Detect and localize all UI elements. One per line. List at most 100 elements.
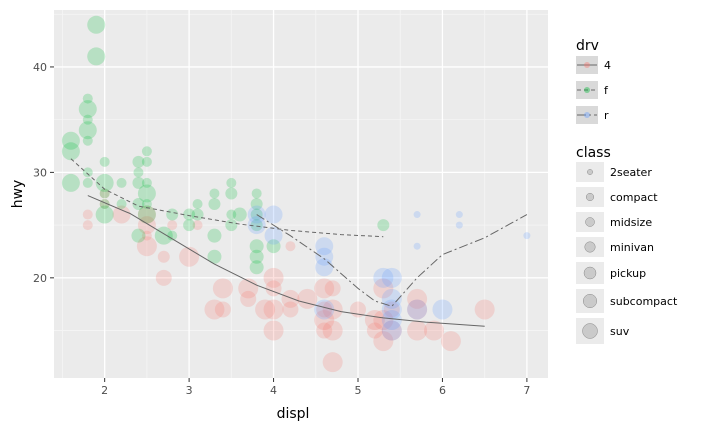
point-f-minivan [207,249,222,264]
legend-class-label-midsize: midsize [610,216,652,229]
point-f-compact [192,199,203,210]
point-4-suv [255,299,276,320]
point-4-suv [474,299,495,320]
point-f-compact [226,177,237,188]
point-f-subcompact [78,100,97,119]
point-4-pickup [366,322,383,339]
point-4-suv [263,267,284,288]
point-4-suv [322,352,343,373]
point-f-compact [116,177,127,188]
legend-class-dot-pickup [583,266,597,280]
legend-drv-dot-r [584,112,590,118]
point-r-2seater [455,221,463,229]
legend-class-dot-compact [586,193,594,201]
point-r-suv [373,267,394,288]
point-f-subcompact [61,131,80,150]
point-f-compact [82,114,93,125]
point-f-midsize [208,198,221,211]
point-f-compact [209,188,220,199]
point-4-compact [99,188,110,199]
point-f-subcompact [78,121,97,140]
point-4-suv [381,320,402,341]
point-4-pickup [265,280,282,297]
point-f-compact [133,167,144,178]
point-f-midsize [183,208,196,221]
legend-drv-label-4: 4 [604,59,611,72]
point-f-compact [82,167,93,178]
x-tick-label: 3 [186,384,193,397]
point-4-suv [373,310,394,331]
point-4-compact [141,230,152,241]
x-tick-label: 2 [101,384,108,397]
point-4-pickup [155,269,172,286]
point-f-minivan [249,239,264,254]
legend-class-dot-minivan [584,241,596,253]
point-f-midsize [377,219,390,232]
point-4-compact [192,220,203,231]
point-f-compact [82,177,93,188]
grid-lines [54,10,548,378]
point-f-subcompact [95,173,114,192]
legend-drv-label-f: f [604,84,609,97]
point-4-subcompact [112,205,131,224]
legend-drv-dot-4 [584,62,590,68]
smooth-line-r [256,214,528,307]
point-f-minivan [232,207,247,222]
smooth-line-f [70,158,384,238]
point-4-suv [297,288,318,309]
point-f-compact [82,93,93,104]
point-f-subcompact [87,15,106,34]
legend-class-key [576,262,604,284]
point-4-suv [407,320,428,341]
point-f-minivan [249,249,264,264]
point-f-midsize [132,176,145,189]
point-4-suv [373,278,394,299]
point-r-2seater [413,211,421,219]
point-4-suv [212,278,233,299]
smooth-lines [70,158,528,327]
point-r-subcompact [315,258,334,277]
point-4-suv [314,310,335,331]
x-axis-ticks: 2 3 4 5 6 7 [101,378,530,397]
legend-class: class 2seater compact midsize minivan pickup… [576,145,678,344]
point-4-suv [204,299,225,320]
point-f-minivan [266,239,281,254]
point-f-midsize [225,187,238,200]
point-f-compact [82,135,93,146]
point-r-suv [407,299,428,320]
point-f-midsize [166,208,179,221]
x-axis-title: displ [277,406,310,422]
legend-class-label-subcompact: subcompact [610,295,678,308]
scatter-points [61,15,531,373]
point-f-midsize [250,219,263,232]
point-f-compact [141,156,152,167]
legend-class-key [576,289,604,313]
point-r-2seater [455,211,463,219]
legend-class-label-2seater: 2seater [610,166,652,179]
point-f-midsize [191,208,204,221]
point-4-compact [167,220,178,231]
point-f-compact [167,230,178,241]
point-4-midsize [157,250,170,263]
point-f-subcompact [61,173,80,192]
point-f-subcompact [87,47,106,66]
point-r-2seater [413,242,421,250]
point-f-minivan [249,260,264,275]
point-4-pickup [214,301,231,318]
point-r-subcompact [315,247,334,266]
point-r-2seater [523,232,531,240]
point-4-pickup [316,322,333,339]
x-tick-label: 5 [355,384,362,397]
point-r-suv [381,310,402,331]
legend-class-dot-subcompact [583,294,597,308]
point-f-subcompact [137,205,156,224]
legend-class-title: class [576,145,611,161]
point-4-suv [424,320,444,341]
point-4-pickup [324,280,341,297]
point-4-pickup [240,290,257,307]
y-tick-label: 30 [33,166,47,179]
legend-drv-title: drv [576,38,599,54]
legend-class-label-pickup: pickup [610,267,646,280]
legend-drv-key [576,106,598,124]
point-4-compact [82,220,93,231]
